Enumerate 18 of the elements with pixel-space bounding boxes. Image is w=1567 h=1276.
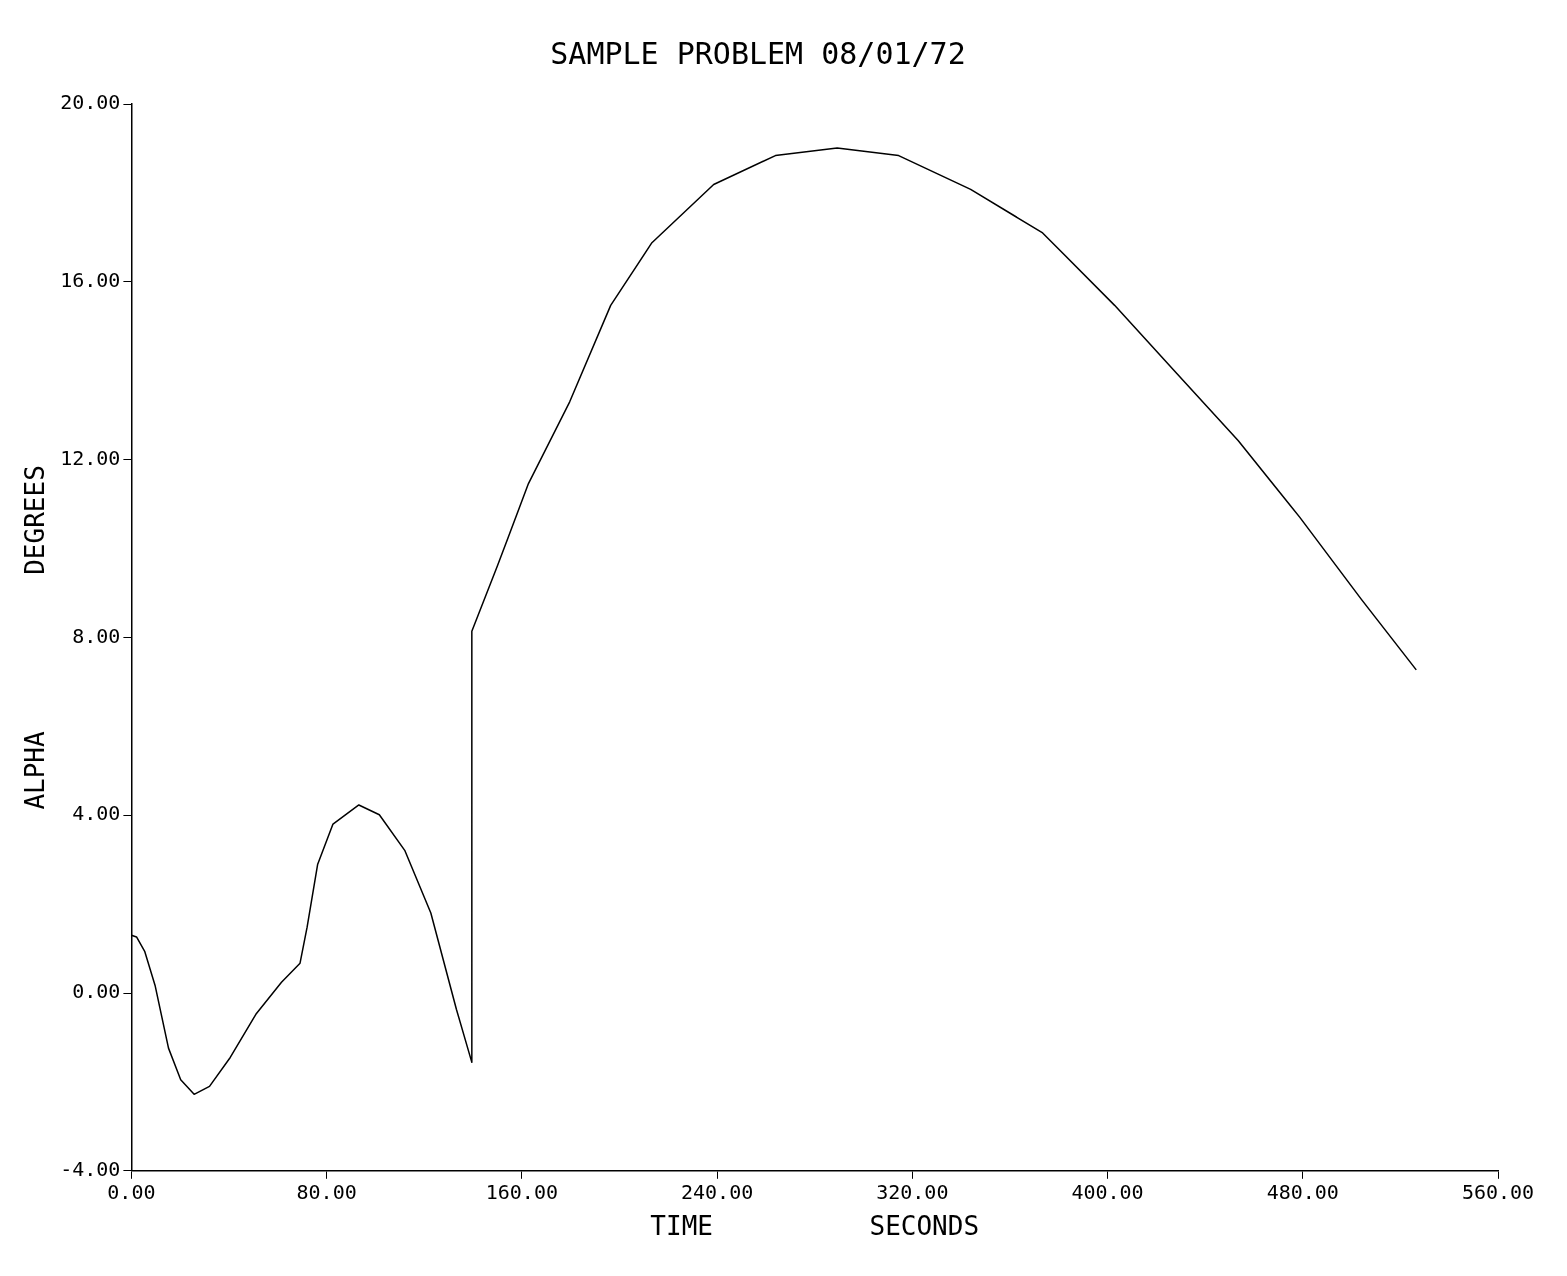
y-axis-title: ALPHA DEGREES: [20, 465, 51, 810]
y-tick-label: 4.00: [72, 801, 121, 826]
chart-title: SAMPLE PROBLEM 08/01/72: [550, 35, 966, 71]
y-tick-label: 8.00: [72, 623, 121, 648]
x-tick-label: 240.00: [680, 1180, 754, 1204]
x-tick-label: 480.00: [1266, 1180, 1339, 1204]
x-tick-label: 320.00: [876, 1180, 949, 1204]
y-tick-label: 20.00: [60, 90, 121, 115]
y-tick-label: 0.00: [72, 979, 121, 1004]
y-tick-label: 12.00: [60, 445, 121, 470]
y-tick-label: 16.00: [60, 268, 121, 292]
x-tick-label: 0.00: [107, 1180, 156, 1204]
x-tick-label: 160.00: [485, 1180, 558, 1204]
x-tick-label: 80.00: [296, 1180, 357, 1204]
x-tick-label: 560.00: [1461, 1180, 1535, 1204]
x-tick-label: 400.00: [1071, 1180, 1144, 1204]
y-tick-label: -4.00: [60, 1157, 121, 1181]
x-axis-title: TIME SECONDS: [650, 1211, 980, 1242]
